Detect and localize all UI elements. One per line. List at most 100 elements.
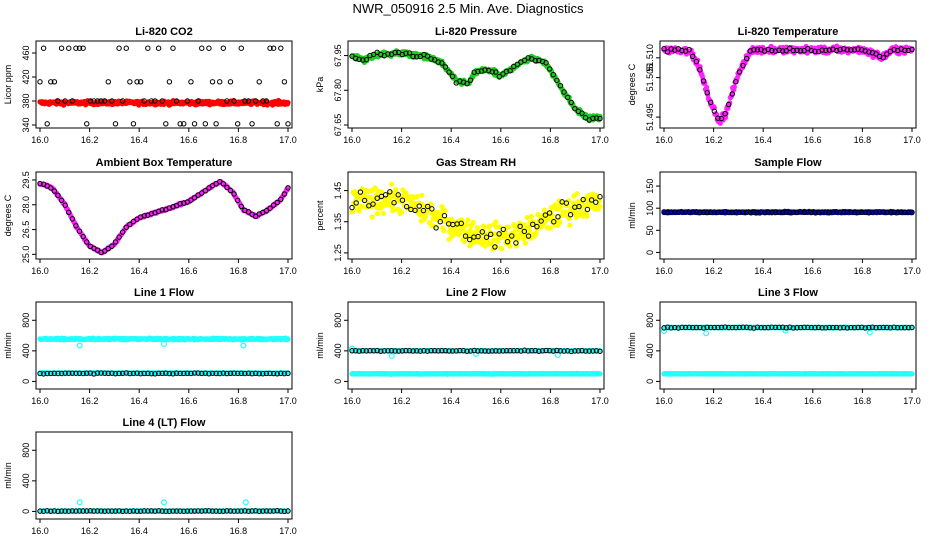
fg-point bbox=[754, 47, 761, 53]
fg-point bbox=[830, 209, 836, 215]
fg-point bbox=[238, 45, 244, 51]
fg-point bbox=[718, 115, 725, 122]
bg-point bbox=[492, 231, 498, 237]
fg-point bbox=[98, 98, 104, 104]
fg-point bbox=[561, 89, 567, 95]
fg-point bbox=[546, 66, 553, 72]
fg-point bbox=[94, 370, 101, 376]
fg-point bbox=[517, 223, 523, 230]
fg-point bbox=[538, 218, 544, 224]
bg-point bbox=[499, 245, 505, 252]
fg-point bbox=[213, 370, 219, 377]
series-bg bbox=[37, 335, 291, 377]
fg-point bbox=[245, 370, 252, 376]
y-axis-label: degrees C bbox=[3, 194, 13, 236]
fg-point bbox=[435, 59, 441, 65]
fg-point bbox=[227, 79, 234, 85]
fg-point bbox=[55, 98, 61, 104]
fg-point bbox=[466, 236, 473, 243]
fg-point bbox=[567, 211, 574, 218]
fg-point bbox=[769, 209, 775, 216]
x-tick-label: 16.8 bbox=[854, 396, 872, 406]
fg-point bbox=[690, 209, 696, 215]
fg-point bbox=[40, 45, 47, 51]
bg-point bbox=[442, 207, 448, 214]
fg-point bbox=[202, 121, 209, 127]
bg-point bbox=[566, 198, 572, 204]
fg-point bbox=[145, 45, 151, 51]
fg-point bbox=[94, 98, 101, 104]
fg-point bbox=[725, 209, 732, 216]
y-tick-label: 67.80 bbox=[333, 79, 343, 102]
fg-point bbox=[550, 71, 556, 78]
fg-point bbox=[145, 370, 151, 377]
fg-point bbox=[123, 45, 129, 51]
fg-point bbox=[177, 201, 183, 207]
fg-point bbox=[873, 51, 879, 57]
fg-point bbox=[801, 209, 807, 216]
fg-point bbox=[424, 53, 431, 59]
fg-point bbox=[869, 209, 876, 215]
fg-point bbox=[593, 199, 599, 205]
fg-point bbox=[837, 46, 843, 53]
fg-point bbox=[109, 370, 115, 376]
fg-point bbox=[866, 49, 872, 55]
fg-point bbox=[580, 196, 586, 203]
fg-point bbox=[708, 99, 714, 106]
fg-point bbox=[116, 45, 122, 51]
fg-point bbox=[416, 203, 422, 209]
fg-point bbox=[862, 209, 868, 215]
fg-point bbox=[848, 209, 854, 215]
bg-point bbox=[547, 225, 553, 231]
x-tick-label: 16.4 bbox=[754, 266, 772, 276]
series-fg bbox=[661, 45, 915, 122]
fg-point bbox=[826, 47, 833, 53]
fg-point bbox=[55, 192, 61, 198]
fg-point bbox=[217, 370, 223, 377]
series-fg bbox=[349, 189, 603, 250]
bg-point bbox=[389, 181, 395, 187]
fg-point bbox=[509, 233, 515, 239]
fg-point bbox=[844, 209, 851, 215]
fg-point bbox=[224, 98, 230, 104]
fg-point bbox=[729, 209, 735, 216]
fg-point bbox=[116, 234, 122, 240]
x-tick-label: 16.2 bbox=[81, 396, 99, 406]
fg-point bbox=[855, 209, 861, 215]
fg-point bbox=[909, 209, 915, 215]
fg-point bbox=[66, 370, 72, 376]
fg-point bbox=[679, 47, 685, 54]
fg-point bbox=[869, 50, 876, 56]
y-tick-label: 0 bbox=[645, 379, 655, 384]
x-tick-label: 16.4 bbox=[442, 396, 460, 406]
x-tick-label: 16.8 bbox=[542, 266, 560, 276]
fg-point bbox=[507, 68, 513, 74]
x-tick-label: 16.4 bbox=[442, 266, 460, 276]
fg-point bbox=[729, 91, 735, 97]
bg-point bbox=[369, 214, 375, 220]
fg-point bbox=[44, 121, 50, 127]
fg-point bbox=[184, 98, 191, 104]
fg-point bbox=[188, 370, 194, 377]
series-bg bbox=[660, 324, 915, 377]
fg-point bbox=[557, 83, 564, 89]
fg-point bbox=[776, 47, 782, 53]
fg-point bbox=[234, 370, 241, 377]
x-tick-label: 16.4 bbox=[130, 266, 148, 276]
fg-point bbox=[51, 188, 58, 194]
fg-point bbox=[437, 219, 443, 225]
x-tick-label: 16.0 bbox=[343, 135, 361, 145]
fg-point bbox=[155, 45, 162, 51]
fg-point bbox=[708, 209, 714, 216]
fg-point bbox=[195, 98, 201, 104]
fg-point bbox=[525, 233, 532, 239]
fg-point bbox=[252, 213, 259, 219]
fg-point bbox=[844, 47, 851, 53]
fg-point bbox=[252, 370, 259, 377]
panel-title: Ambient Box Temperature bbox=[96, 157, 233, 169]
x-tick-label: 16.0 bbox=[655, 266, 673, 276]
plot-frame bbox=[347, 301, 605, 390]
y-tick-label: 29.5 bbox=[21, 171, 31, 189]
fg-point bbox=[58, 45, 65, 51]
